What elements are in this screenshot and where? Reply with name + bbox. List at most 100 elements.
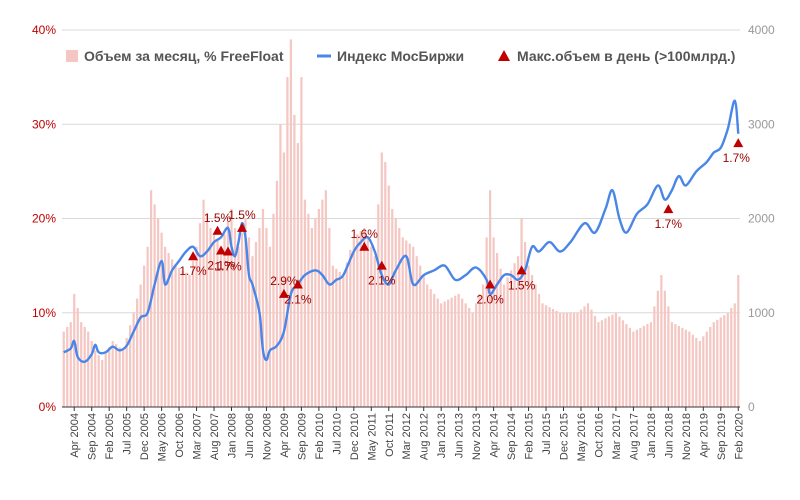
volume-bar: [139, 284, 142, 407]
volume-bar: [279, 124, 282, 407]
volume-bar: [583, 306, 586, 407]
max-volume-marker: [733, 138, 744, 148]
x-tick-label: Jun 2008: [244, 413, 256, 458]
volume-bar: [230, 209, 233, 407]
volume-bar: [363, 227, 366, 407]
x-tick-label: Oct 2011: [384, 413, 396, 457]
volume-bar: [184, 272, 188, 407]
x-tick-label: Jan 2018: [646, 413, 658, 458]
volume-bar: [516, 256, 520, 407]
volume-bar: [118, 347, 121, 407]
volume-bar: [712, 322, 715, 407]
y-left-tick-label: 40%: [32, 23, 56, 37]
volume-bar: [464, 303, 467, 407]
volume-bar: [261, 209, 265, 407]
volume-bar: [156, 218, 160, 407]
volume-bar: [667, 306, 670, 407]
volume-bar: [163, 246, 167, 407]
volume-bar: [520, 218, 523, 407]
volume-bar: [688, 331, 691, 407]
volume-bar: [548, 307, 551, 407]
x-tick-label: May 2006: [157, 413, 169, 461]
x-tick-label: Feb 2005: [104, 413, 116, 459]
volume-bar: [530, 275, 534, 407]
volume-bar: [646, 324, 649, 407]
volume-bar: [170, 259, 174, 407]
volume-bar: [716, 319, 719, 407]
volume-bar: [492, 237, 495, 407]
volume-bar: [80, 322, 83, 407]
volume-bar: [265, 227, 268, 407]
volume-bar: [653, 306, 656, 407]
max-volume-marker: [359, 241, 370, 251]
volume-bar: [576, 312, 579, 407]
volume-bar: [66, 326, 69, 407]
x-tick-label: Jul 2010: [331, 413, 343, 455]
volume-bar: [405, 240, 408, 407]
volume-bar: [321, 199, 324, 407]
volume-bar: [433, 293, 436, 407]
volume-bar: [146, 246, 149, 407]
volume-bar: [632, 331, 635, 407]
volume-bar: [635, 329, 639, 407]
x-tick-label: Sep 2019: [716, 413, 728, 460]
volume-bar: [569, 312, 572, 407]
volume-bar: [691, 334, 694, 407]
volume-bar: [237, 246, 240, 407]
volume-bar: [366, 237, 369, 407]
volume-bar: [454, 295, 457, 407]
volume-bar: [286, 77, 289, 407]
volume-bar: [558, 312, 562, 407]
volume-bar: [723, 315, 726, 407]
volume-bar: [115, 344, 118, 407]
volume-bar: [136, 298, 139, 407]
volume-bar: [415, 256, 418, 407]
volume-bar: [660, 275, 663, 407]
volume-bar: [177, 267, 181, 407]
volume-bar: [440, 303, 443, 407]
volume-bar: [527, 265, 530, 407]
volume-bar: [670, 322, 673, 407]
volume-bar: [579, 309, 583, 407]
y-left-tick-label: 0%: [39, 400, 57, 414]
volume-bar: [394, 218, 397, 407]
volume-bar: [188, 275, 191, 407]
volume-bar: [544, 305, 548, 407]
legend-swatch-markers: [498, 50, 510, 61]
volume-bar: [614, 312, 618, 407]
marker-data-label: 1.5%: [508, 278, 536, 292]
volume-bar: [401, 237, 404, 407]
volume-bar: [251, 256, 254, 407]
volume-bar: [555, 310, 558, 407]
volume-bar: [695, 337, 698, 407]
gridlines: [62, 29, 740, 314]
x-tick-label: Apr 2004: [69, 413, 81, 458]
volume-bar: [489, 190, 492, 407]
volume-bar: [174, 265, 177, 407]
volume-bar: [730, 308, 733, 407]
volume-bar: [443, 301, 446, 407]
x-tick-label: Nov 2018: [681, 413, 693, 460]
volume-bar: [244, 218, 247, 407]
volume-bar: [104, 353, 107, 407]
volume-bar: [398, 227, 401, 407]
volume-bar: [475, 303, 478, 407]
x-tick-label: May 2016: [576, 413, 588, 461]
marker-data-label: 2.0%: [476, 292, 504, 306]
volume-bar: [447, 299, 450, 407]
max-volume-marker: [188, 251, 199, 261]
volume-bar: [380, 152, 383, 407]
marker-data-label: 1.7%: [655, 217, 683, 231]
marker-data-label: 2.1%: [284, 292, 312, 306]
volume-bar: [509, 270, 513, 407]
volume-bar: [541, 303, 544, 407]
volume-bar: [429, 289, 432, 407]
volume-bar: [412, 246, 415, 407]
x-tick-label: Feb 2010: [314, 413, 326, 459]
max-volume-marker: [376, 260, 387, 270]
volume-bar: [202, 199, 205, 407]
volume-bar: [143, 265, 146, 407]
volume-bar: [125, 337, 128, 407]
marker-data-label: 1.7%: [179, 264, 207, 278]
x-tick-label: Mar 2012: [401, 413, 413, 459]
